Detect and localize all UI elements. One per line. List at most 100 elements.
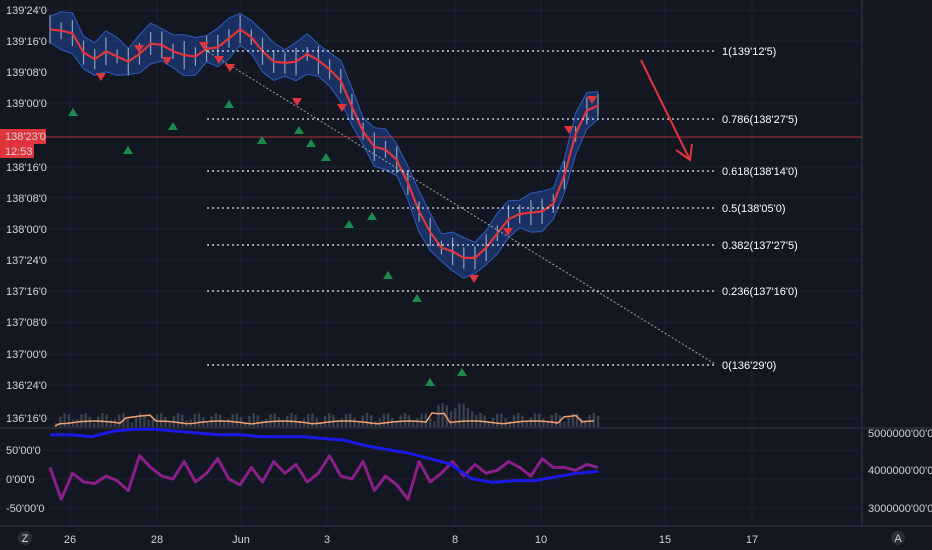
fib-level-label: 0.382(137'27'5) [722, 240, 798, 252]
volume-bar [160, 413, 163, 427]
volume-bar [92, 422, 96, 427]
volume-bar [458, 403, 461, 427]
buy-signal-marker [123, 146, 133, 154]
price-moving-average [49, 28, 599, 259]
volume-bar [59, 416, 62, 427]
price-axis-label: 139'24'0 [6, 5, 47, 17]
oscillator-axis-label: 0'00'0 [6, 474, 35, 486]
volume-bar [445, 405, 449, 427]
price-axis-label: 138'16'0 [6, 162, 47, 174]
volume-bar [563, 421, 566, 427]
buy-signal-marker [383, 271, 393, 279]
volume-bar [336, 420, 339, 427]
volume-bar [311, 413, 314, 427]
volume-bar [101, 413, 104, 427]
sell-signal-marker [162, 57, 172, 65]
time-axis-label: 15 [659, 534, 671, 546]
volume-bar [269, 413, 272, 427]
price-axis-label: 137'16'0 [6, 286, 47, 298]
fib-level-label: 0.786(138'27'5) [722, 114, 798, 126]
volume-bar [126, 416, 129, 427]
sell-signal-marker [469, 275, 479, 283]
volume-bar [504, 418, 507, 427]
volume-bar [542, 418, 545, 427]
auto-scale-icon-label: A [894, 533, 902, 545]
volume-bar [433, 421, 436, 427]
volume-bar [277, 417, 281, 427]
price-axis-label: 136'24'0 [6, 380, 47, 392]
volume-bar [80, 414, 83, 427]
projection-arrowhead [675, 143, 693, 162]
volume-bar [386, 413, 390, 427]
volume-bar [416, 418, 419, 427]
volume-bar [281, 421, 285, 427]
volume-bar [256, 414, 260, 427]
volume-bar [248, 415, 251, 427]
time-axis-label: 10 [535, 534, 547, 546]
volume-bar [437, 405, 440, 427]
volume-bar [298, 420, 302, 427]
volume-bar [529, 417, 533, 427]
sell-signal-marker [199, 42, 209, 50]
volume-bar [328, 413, 331, 427]
volume-bar [252, 413, 255, 427]
volume-bar [378, 418, 381, 427]
volume-bar [105, 414, 108, 427]
secondary-axis-label: 5000000'00'0 [868, 428, 932, 440]
price-axis-label: 138'08'0 [6, 193, 47, 205]
volume-bar [496, 413, 499, 427]
volume-bar [223, 420, 226, 427]
volume-bar [546, 420, 549, 427]
volume-bar [395, 421, 398, 427]
volume-bar [470, 411, 474, 427]
volume-bar [357, 421, 360, 427]
current-price-value: 138'23'0 [5, 131, 46, 143]
sell-signal-marker [587, 96, 597, 104]
sell-signal-marker [292, 98, 302, 106]
volume-bar [382, 413, 386, 427]
volume-bar [580, 418, 583, 427]
volume-bar [479, 413, 482, 427]
buy-signal-marker [321, 153, 331, 161]
fib-level-label: 0.5(138'05'0) [722, 203, 786, 215]
sell-signal-marker [134, 45, 144, 53]
fib-level-label: 0(136'29'0) [722, 360, 776, 372]
countdown-tag [0, 144, 34, 158]
volume-bar [109, 419, 113, 427]
secondary-line [50, 427, 599, 484]
volume-bar [575, 413, 579, 427]
volume-bar [525, 421, 528, 427]
volume-bar [214, 413, 218, 427]
volume-bar [84, 413, 87, 427]
volume-bar [67, 414, 71, 427]
sell-signal-marker [337, 104, 347, 112]
price-axis-label: 139'16'0 [6, 36, 47, 48]
volume-bar [134, 416, 138, 427]
time-axis-label: 8 [452, 534, 458, 546]
volume-bar [63, 413, 66, 427]
volume-bar [365, 413, 369, 427]
buy-signal-marker [344, 220, 354, 228]
price-axis-label: 137'08'0 [6, 317, 47, 329]
sell-signal-marker [564, 126, 574, 134]
volume-bar [441, 403, 444, 427]
volume-bar [500, 413, 503, 427]
current-price-tag [0, 129, 46, 144]
volume-bar [319, 421, 323, 427]
volume-bar [71, 419, 75, 427]
volume-bar [244, 422, 247, 427]
volume-bar [403, 413, 407, 427]
countdown-value: 12:53 [5, 146, 33, 158]
volume-bar [554, 413, 558, 427]
volume-bar [273, 413, 276, 427]
volume-bar [462, 403, 465, 427]
secondary-axis-label: 4000000'00'0 [868, 465, 932, 477]
buy-signal-marker [457, 368, 467, 376]
volume-bar [181, 414, 184, 427]
auto-scale-icon [891, 531, 905, 545]
volume-bar [517, 413, 520, 427]
sell-signal-marker [503, 228, 513, 236]
volume-bar [533, 413, 537, 427]
